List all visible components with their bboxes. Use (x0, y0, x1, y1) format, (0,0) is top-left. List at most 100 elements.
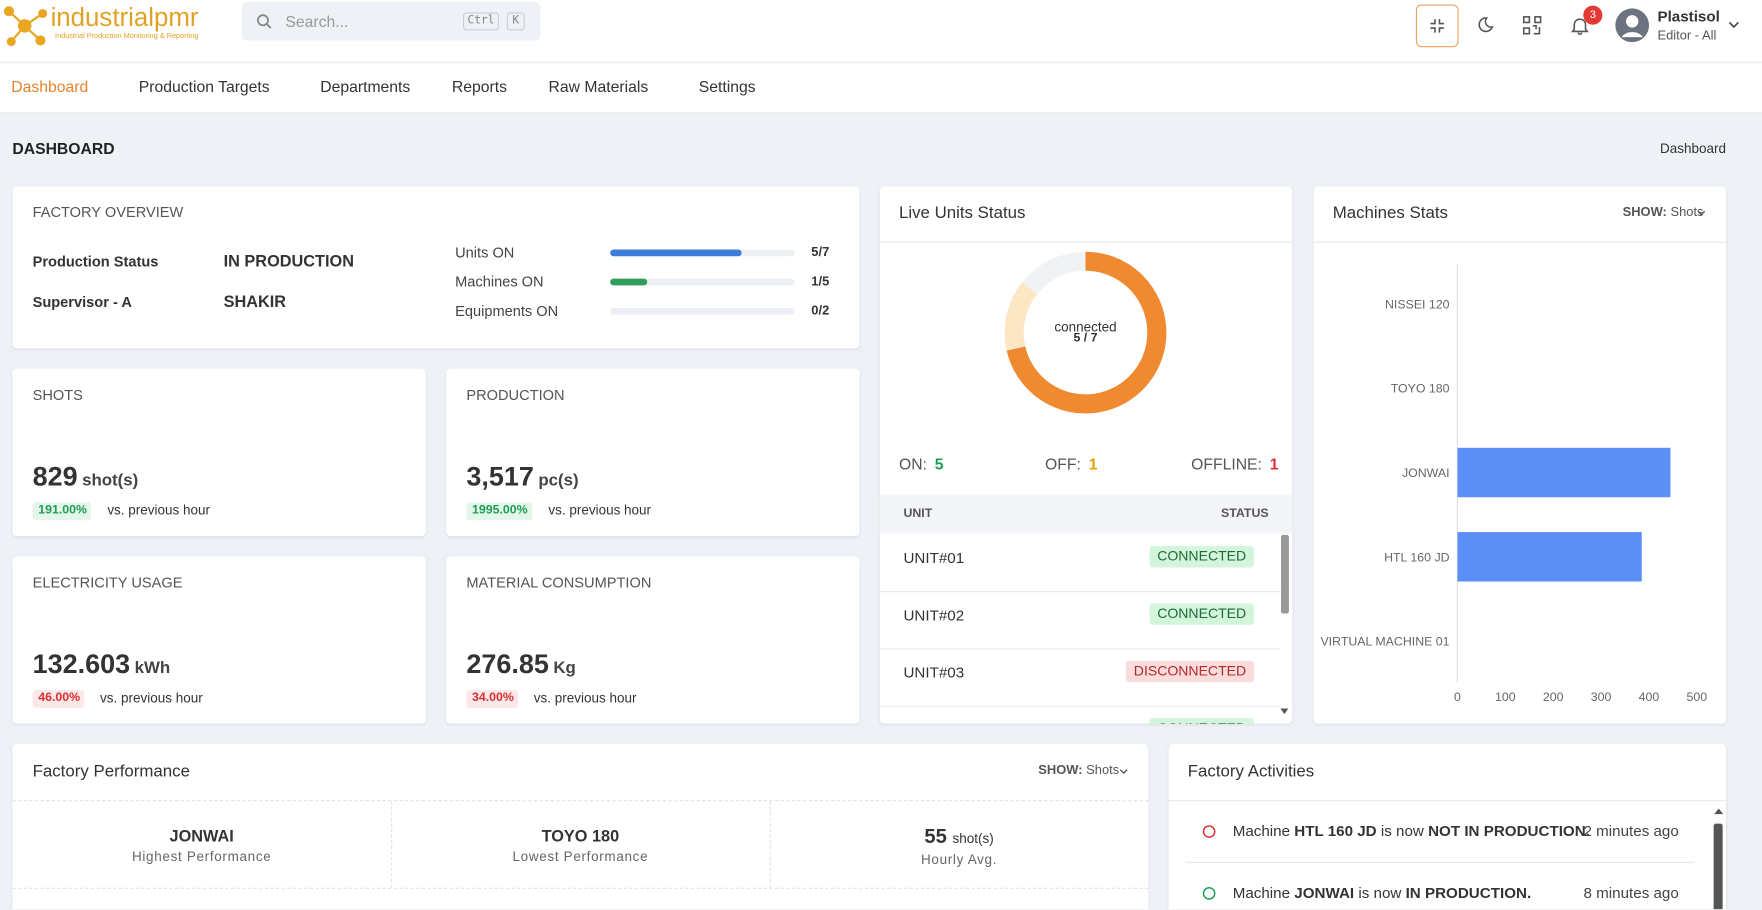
progress-bar (610, 249, 742, 257)
perf-unit: shot(s) (952, 830, 994, 847)
nav-item[interactable]: Departments (315, 77, 411, 96)
divider (12, 887, 1149, 889)
kpi-unit: shot(s) (82, 470, 139, 490)
activity-prefix: Machine (1232, 822, 1291, 840)
nav: Dashboard Production Targets Departments Re… (6, 77, 756, 96)
kpi-title: ELECTRICITY USAGE (32, 574, 183, 592)
activity-state: NOT IN PRODUCTION. (1428, 822, 1590, 840)
perf-value-line: 55 shot(s) (770, 826, 1149, 847)
user-name: Plastisol (1657, 7, 1720, 25)
change-badge: 34.00% (466, 689, 519, 708)
kpi-title: SHOTS (32, 386, 83, 404)
breadcrumb[interactable]: Dashboard (1660, 140, 1727, 157)
row-divider (879, 591, 1282, 593)
notifications[interactable] (1571, 16, 1589, 35)
kpi-unit: Kg (553, 658, 576, 678)
change-value: 46.00% (38, 691, 81, 705)
theme-toggle[interactable] (1475, 16, 1494, 34)
activity-middle: is now (1380, 822, 1424, 840)
kpi-value-line: 829 shot(s) (33, 464, 139, 491)
status-badge: CONNECTED (1149, 546, 1255, 567)
card-title: Machines Stats (1332, 203, 1448, 223)
bar-label: Machines ON (455, 273, 544, 290)
fullscreen-button[interactable] (1415, 4, 1459, 48)
kpi-value-line: 132.603 kWh (33, 651, 171, 679)
scrollbar-thumb[interactable] (1713, 823, 1723, 910)
divider (391, 801, 393, 888)
change-value: 1995.00% (471, 503, 528, 517)
notification-count: 3 (1583, 5, 1603, 25)
kpi-value: 3,517 (466, 461, 534, 493)
nav-label: Production Targets (138, 77, 270, 96)
summary-label: ON: (898, 455, 927, 474)
unit-name: UNIT#02 (903, 606, 965, 624)
chevron (1697, 210, 1706, 216)
activity-middle: is now (1358, 884, 1402, 902)
kpi-value: 276.85 (466, 649, 549, 680)
factory-activities-card (1168, 743, 1727, 910)
factory-performance-card (12, 743, 1149, 910)
nav-item[interactable]: Reports (446, 79, 507, 95)
kpi-title: PRODUCTION (466, 386, 565, 404)
bar-label: Units ON (455, 243, 515, 261)
activity-text: Machine JONWAI is now IN PRODUCTION. (1233, 885, 1531, 900)
column-header: STATUS (1221, 506, 1269, 521)
perf-value: TOYO 180 (541, 828, 620, 847)
bar-track (610, 278, 795, 286)
perf-caption: Hourly Avg. (921, 851, 998, 868)
compress-icon (1430, 19, 1444, 33)
bar-label: Equipments ON (455, 302, 559, 320)
row-label: Supervisor - A (32, 293, 132, 311)
kpi-compare: vs. previous hour (533, 689, 637, 706)
kpi-compare: vs. previous hour (548, 502, 652, 519)
perf-caption: Lowest Performance (512, 848, 649, 865)
show-select[interactable]: SHOW: Shots (1038, 764, 1119, 778)
chevron (1119, 769, 1128, 775)
bar-track (610, 307, 795, 315)
key: Ctrl (462, 12, 500, 31)
nav-item[interactable]: Raw Materials (543, 79, 657, 95)
search-box[interactable]: Search... Ctrl K (241, 2, 541, 41)
unit-name: UNIT#01 (903, 549, 965, 567)
avatar[interactable] (1615, 8, 1650, 43)
scrollbar-thumb[interactable] (1281, 534, 1289, 614)
machines-stats-card (1313, 186, 1727, 724)
row-value: SHAKIR (223, 293, 287, 312)
perf-value-line: TOYO 180 (391, 828, 770, 846)
change-badge: 46.00% (32, 689, 85, 708)
show-select[interactable]: SHOW: Shots (1623, 206, 1704, 220)
nav-item[interactable]: Dashboard (6, 79, 98, 95)
perf-value: JONWAI (169, 828, 234, 847)
status-badge: CONNECTED (1149, 718, 1255, 724)
table-header (879, 494, 1293, 534)
activity-time: 8 minutes ago (1583, 884, 1679, 902)
units-table: UNIT#01 CONNECTED UNIT#02 CONNECTED UNIT#03 D… (879, 535, 1292, 724)
kpi-unit: pc(s) (538, 470, 579, 490)
nav-item[interactable]: Settings (693, 79, 756, 95)
kpi-value-line: 3,517 pc(s) (466, 464, 578, 491)
status-summary: ON: 5 (899, 456, 944, 472)
qr-button[interactable] (1522, 16, 1542, 35)
column-header: UNIT (903, 506, 933, 521)
nav-item[interactable]: Production Targets (133, 79, 279, 95)
nav-label: Reports (451, 77, 507, 96)
key: K (506, 12, 525, 31)
nav-bar (0, 62, 1762, 114)
summary-label: OFF: (1045, 455, 1081, 474)
user-menu-chevron[interactable] (1728, 21, 1739, 29)
kpi-title: MATERIAL CONSUMPTION (466, 574, 652, 592)
summary-value: 5 (934, 455, 944, 474)
nav-label: Departments (320, 77, 411, 96)
factory-overview-card (12, 186, 860, 349)
unit-name: UNIT#03 (903, 664, 965, 681)
perf-value-line: JONWAI (12, 828, 391, 846)
row-label: Production Status (32, 252, 159, 270)
activity-prefix: Machine (1232, 884, 1291, 902)
activity-text: Machine HTL 160 JD is now NOT IN PRODUCT… (1232, 822, 1590, 840)
change-badge: 1995.00% (466, 502, 533, 521)
status-badge: DISCONNECTED (1125, 660, 1255, 682)
divider (879, 241, 1293, 243)
divider (1313, 241, 1727, 243)
scroll-up[interactable] (1714, 807, 1724, 815)
